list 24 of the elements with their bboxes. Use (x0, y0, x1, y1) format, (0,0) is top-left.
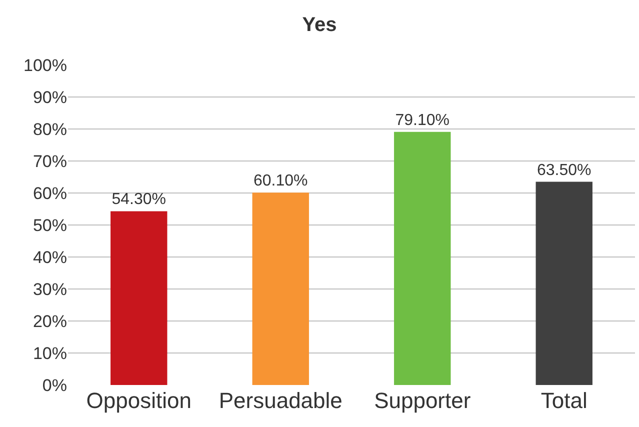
data-label: 63.50% (536, 162, 592, 179)
bar (394, 132, 451, 385)
chart-title: Yes (302, 14, 337, 36)
bar (252, 192, 309, 385)
y-tick-label: 70% (32, 152, 67, 171)
y-tick-label: 10% (32, 344, 67, 363)
x-tick-label: Persuadable (218, 388, 342, 413)
y-tick-label: 60% (32, 184, 67, 203)
bar (110, 211, 168, 385)
data-label: 79.10% (395, 112, 450, 129)
data-label: 54.30% (112, 191, 166, 208)
bar (536, 182, 592, 385)
y-tick-label: 50% (32, 216, 67, 235)
y-tick-label: 40% (32, 248, 67, 267)
y-tick-label: 100% (24, 56, 67, 75)
y-tick-label: 80% (32, 120, 67, 139)
x-tick-label: Opposition (86, 388, 192, 413)
x-tick-label: Supporter (374, 388, 471, 413)
data-label: 60.10% (253, 172, 308, 190)
x-tick-label: Total (540, 388, 588, 413)
y-tick-label: 20% (32, 312, 67, 331)
y-tick-label: 90% (32, 88, 67, 107)
y-tick-label: 30% (32, 280, 67, 299)
y-tick-label: 0% (42, 376, 67, 395)
